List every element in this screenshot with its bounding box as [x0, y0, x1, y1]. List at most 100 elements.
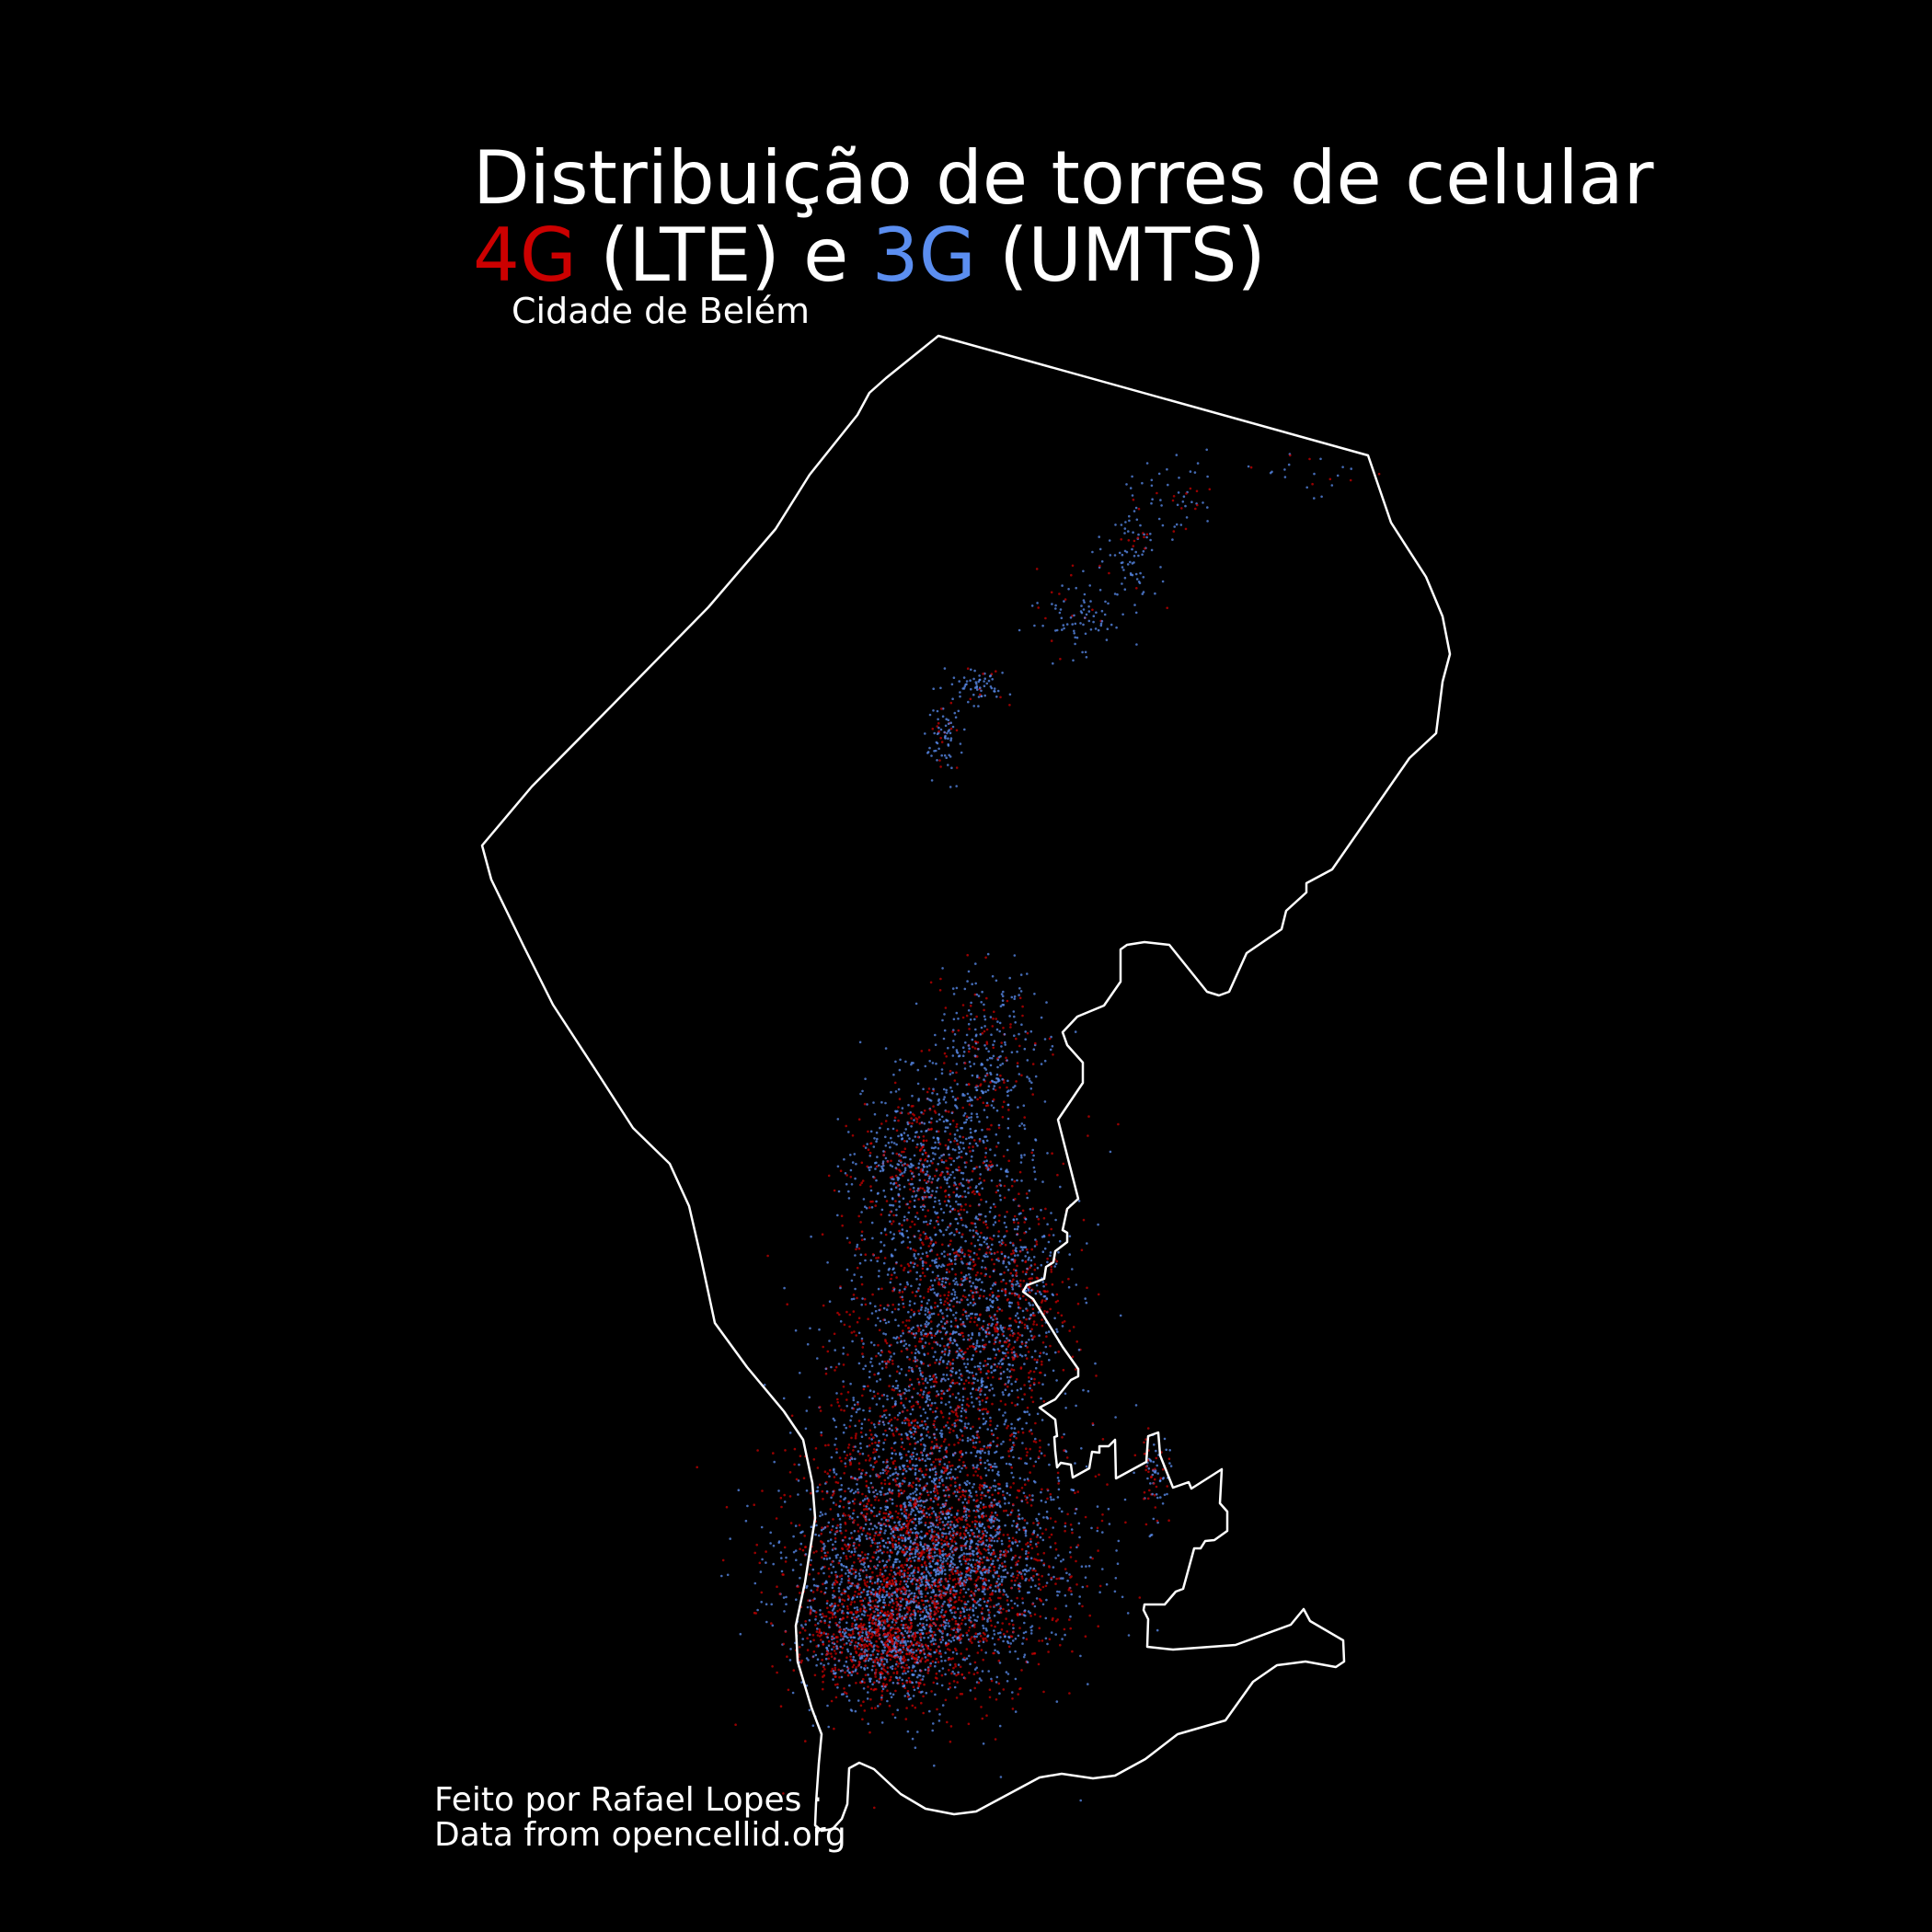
umts-tower-point: [887, 1512, 891, 1516]
lte-tower-point: [1076, 1490, 1079, 1493]
umts-tower-point: [995, 1584, 997, 1588]
lte-tower-point: [952, 1305, 955, 1308]
umts-tower-point: [845, 1611, 849, 1615]
lte-tower-point: [897, 1535, 900, 1538]
umts-tower-point: [938, 1555, 941, 1558]
umts-tower-point: [1024, 1630, 1028, 1634]
lte-tower-point: [974, 1515, 977, 1519]
umts-tower-point: [972, 1550, 975, 1553]
umts-tower-point: [977, 1514, 981, 1518]
lte-tower-point: [945, 1610, 948, 1613]
lte-tower-point: [765, 1550, 767, 1553]
umts-tower-point: [917, 1644, 921, 1648]
lte-tower-point: [988, 1688, 992, 1691]
lte-tower-point: [954, 1611, 958, 1614]
lte-tower-point: [942, 1527, 946, 1531]
lte-tower-point: [998, 1483, 1001, 1486]
umts-tower-point: [923, 1547, 926, 1550]
umts-tower-point: [952, 1639, 956, 1642]
umts-tower-point: [938, 1650, 942, 1652]
umts-tower-point: [870, 1668, 874, 1672]
umts-tower-point: [882, 1605, 885, 1608]
umts-tower-point: [888, 1587, 891, 1590]
lte-tower-point: [812, 1551, 815, 1554]
lte-tower-point: [789, 1522, 793, 1524]
umts-tower-point: [871, 1588, 874, 1591]
umts-tower-point: [975, 1635, 978, 1639]
lte-tower-point: [899, 1651, 902, 1655]
lte-tower-point: [849, 1655, 852, 1658]
umts-tower-point: [910, 1571, 913, 1575]
lte-tower-point: [961, 1545, 964, 1547]
lte-tower-point: [966, 1347, 970, 1351]
umts-tower-point: [906, 1355, 909, 1359]
lte-tower-point: [784, 1560, 788, 1563]
umts-tower-point: [1025, 1577, 1028, 1581]
umts-tower-point: [1029, 1557, 1033, 1559]
umts-tower-point: [926, 1482, 928, 1485]
umts-tower-point: [882, 1432, 885, 1436]
lte-tower-point: [906, 1571, 910, 1574]
lte-tower-point: [960, 1599, 963, 1603]
lte-tower-point: [758, 1561, 762, 1565]
umts-tower-point: [822, 1640, 824, 1643]
lte-tower-point: [967, 1722, 971, 1726]
umts-tower-point: [1009, 1566, 1013, 1570]
umts-tower-point: [914, 1588, 918, 1591]
umts-tower-point: [824, 1580, 828, 1583]
lte-tower-point: [1025, 1498, 1028, 1501]
lte-tower-point: [903, 1563, 907, 1567]
umts-tower-point: [994, 1511, 997, 1514]
lte-tower-point: [982, 1631, 985, 1635]
umts-tower-point: [1040, 1499, 1043, 1502]
lte-tower-point: [838, 1608, 842, 1611]
lte-tower-point: [1020, 1547, 1024, 1551]
lte-tower-point: [846, 1607, 849, 1610]
umts-tower-point: [997, 1603, 1000, 1605]
umts-tower-point: [907, 1594, 910, 1597]
lte-tower-point: [929, 1612, 932, 1615]
umts-tower-point: [964, 1535, 967, 1538]
umts-tower-point: [861, 1452, 865, 1455]
lte-tower-point: [955, 1489, 959, 1491]
umts-tower-point: [996, 1584, 1000, 1587]
umts-tower-point: [902, 1673, 904, 1675]
umts-tower-point: [913, 1559, 916, 1562]
lte-tower-point: [1002, 1593, 1005, 1596]
lte-tower-point: [981, 1585, 984, 1588]
lte-tower-point: [1012, 1630, 1015, 1633]
umts-tower-point: [853, 1529, 857, 1533]
lte-tower-point: [968, 1558, 971, 1560]
lte-tower-point: [857, 1647, 860, 1650]
lte-tower-point: [831, 1637, 834, 1639]
lte-tower-point: [1069, 1556, 1073, 1558]
umts-tower-point: [965, 1426, 969, 1430]
umts-tower-point: [865, 1505, 868, 1508]
umts-tower-point: [938, 1616, 941, 1618]
lte-tower-point: [926, 1659, 928, 1662]
lte-tower-point: [962, 1532, 966, 1535]
umts-tower-point: [916, 1686, 920, 1690]
umts-tower-point: [880, 1527, 883, 1531]
lte-tower-point: [871, 1600, 875, 1603]
lte-tower-point: [910, 1453, 914, 1456]
lte-tower-point: [888, 1573, 891, 1576]
umts-tower-point: [1046, 1517, 1050, 1520]
umts-tower-point: [968, 1654, 971, 1658]
lte-tower-point: [1024, 1483, 1027, 1486]
lte-tower-point: [1046, 1488, 1049, 1491]
umts-tower-point: [909, 1455, 912, 1458]
lte-tower-point: [888, 1631, 891, 1634]
umts-tower-point: [911, 1457, 914, 1461]
umts-tower-point: [1079, 1654, 1082, 1658]
lte-tower-point: [1025, 1447, 1028, 1450]
umts-tower-point: [905, 1550, 909, 1554]
lte-tower-point: [851, 1477, 855, 1479]
lte-tower-point: [825, 1650, 829, 1653]
lte-tower-point: [933, 1530, 936, 1533]
lte-tower-point: [903, 1669, 906, 1673]
umts-tower-point: [860, 1613, 864, 1616]
umts-tower-point: [914, 1617, 916, 1620]
umts-tower-point: [926, 1592, 929, 1594]
umts-tower-point: [992, 1524, 995, 1528]
